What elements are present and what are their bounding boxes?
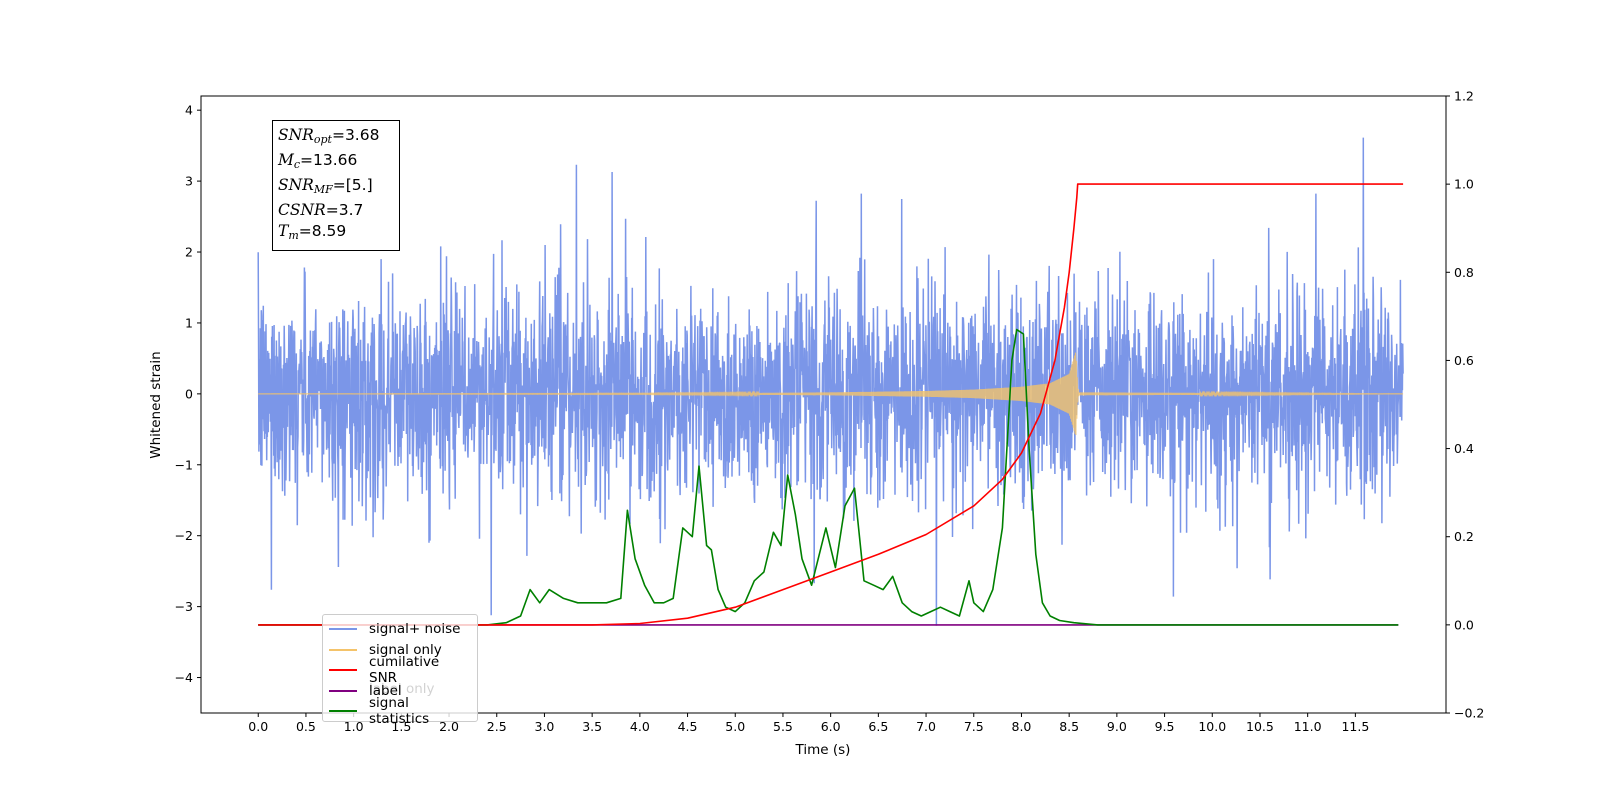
legend-item: cumilative SNR: [329, 654, 471, 686]
x-tick-label: 3.0: [535, 719, 555, 734]
legend-swatch: [329, 648, 357, 651]
x-tick-label: 2.0: [439, 719, 459, 734]
legend-label: signal statistics: [369, 695, 430, 728]
y2-tick-label: 0.2: [1454, 529, 1474, 544]
legend-label: label: [369, 682, 402, 699]
series-signal-statistics-line: [258, 328, 1399, 626]
legend-item: signal statistics: [329, 695, 471, 727]
y-tick-label: −3: [175, 599, 193, 614]
legend: signal+ noise signal only cumilative SNR la…: [322, 614, 478, 727]
y-tick-label: 2: [185, 245, 193, 260]
x-tick-label: 0.5: [296, 719, 316, 734]
x-tick-label: 11.0: [1294, 719, 1322, 734]
legend-label: signal only: [369, 641, 442, 658]
x-tick-label: 9.0: [1107, 719, 1127, 734]
y-tick-label: 1: [185, 315, 193, 330]
x-tick-label: 1.5: [391, 719, 411, 734]
x-tick-label: 10.5: [1246, 719, 1274, 734]
x-axis-label: Time (s): [795, 742, 851, 758]
y2-tick-label: 1.0: [1454, 177, 1474, 192]
x-tick-label: 6.5: [868, 719, 888, 734]
x-tick-label: 5.0: [725, 719, 745, 734]
x-tick-label: 10.0: [1198, 719, 1226, 734]
x-tick-label: 11.5: [1341, 719, 1369, 734]
x-tick-label: 8.5: [1059, 719, 1079, 734]
y-tick-label: −2: [175, 528, 193, 543]
legend-item: signal+ noise: [329, 619, 471, 640]
x-tick-label: 0.0: [248, 719, 268, 734]
y2-tick-label: 0.4: [1454, 441, 1474, 456]
legend-item: label: [329, 681, 471, 702]
annotation-line: Tm=8.59: [278, 222, 347, 242]
legend-swatch: [329, 628, 357, 631]
legend-swatch: [329, 689, 357, 692]
y-tick-label: −1: [175, 457, 193, 472]
stats-annotation-box: SNRopt=3.68 Mc=13.66 SNRMF=[5.] CSNR=3.7 Tm=…: [272, 120, 400, 251]
x-tick-label: 7.0: [916, 719, 936, 734]
annotation-line: SNRMF=[5.]: [278, 176, 373, 196]
y-tick-label: 3: [185, 174, 193, 189]
series-cumulative-snr-line: [258, 183, 1404, 626]
x-tick-label: 5.5: [773, 719, 793, 734]
series-signal-only-line: [258, 352, 1404, 436]
x-tick-label: 4.5: [678, 719, 698, 734]
x-tick-label: 3.5: [582, 719, 602, 734]
y2-tick-label: 0.6: [1454, 353, 1474, 368]
annotation-line: SNRopt=3.68: [278, 126, 380, 146]
x-tick-label: 4.0: [630, 719, 650, 734]
y-axis-right: −0.2 0.0 0.2 0.4 0.6 0.8 1.0 1.2: [1446, 89, 1484, 721]
x-tick-label: 9.5: [1155, 719, 1175, 734]
x-tick-label: 2.5: [487, 719, 507, 734]
annotation-line: Mc=13.66: [278, 151, 358, 171]
legend-item: signal only: [329, 640, 471, 661]
x-tick-label: 6.0: [821, 719, 841, 734]
y-axis-left: −4 −3 −2 −1 0 1 2 3 4: [175, 103, 201, 685]
y2-tick-label: 0.0: [1454, 617, 1474, 632]
legend-swatch: [329, 669, 357, 672]
axes-frame: [200, 95, 1447, 714]
y-tick-label: 4: [185, 103, 193, 118]
y-tick-label: 0: [185, 386, 193, 401]
x-tick-label: 1.0: [344, 719, 364, 734]
y2-tick-label: 0.8: [1454, 265, 1474, 280]
legend-label: signal+ noise: [369, 621, 461, 638]
y2-tick-label: 1.2: [1454, 89, 1474, 104]
y-tick-label: −4: [175, 670, 193, 685]
legend-swatch: [329, 710, 357, 713]
x-tick-label: 8.0: [1012, 719, 1032, 734]
x-tick-label: 7.5: [964, 719, 984, 734]
annotation-line: CSNR=3.7: [278, 201, 364, 219]
y2-tick-label: −0.2: [1454, 706, 1484, 721]
legend-label: cumilative SNR: [369, 654, 440, 687]
x-axis: 0.0 0.5 1.0 1.5 2.0 2.5 3.0 3.5 4.0 4.5 5.0 5.5 6.0 6…: [248, 713, 1369, 734]
y-axis-label: Whitened strain: [148, 351, 164, 458]
series-signal-noise-line: [257, 137, 1404, 626]
